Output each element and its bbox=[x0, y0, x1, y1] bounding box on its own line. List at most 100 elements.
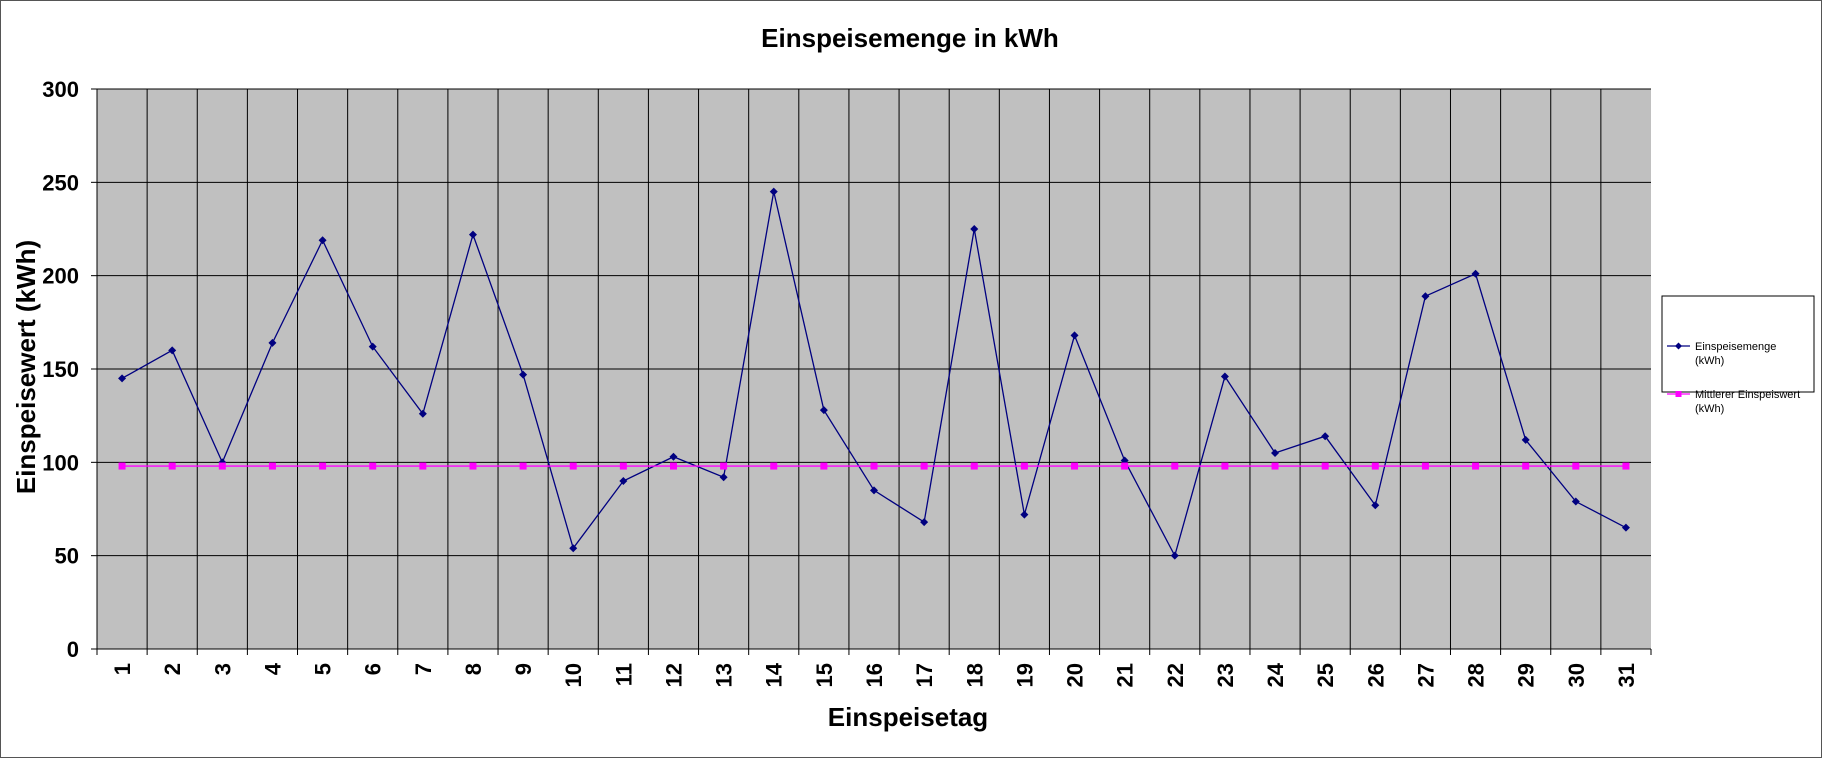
x-tick-label: 30 bbox=[1564, 663, 1589, 687]
x-tick-label: 11 bbox=[611, 663, 636, 686]
legend-box bbox=[1661, 295, 1815, 393]
data-point bbox=[970, 225, 979, 233]
data-point bbox=[1471, 269, 1480, 278]
x-tick-label: 23 bbox=[1213, 663, 1238, 687]
x-tick-label: 29 bbox=[1514, 663, 1539, 687]
legend-label: (kWh) bbox=[1695, 403, 1724, 415]
legend-label: (kWh) bbox=[1695, 355, 1724, 367]
x-tick-label: 2 bbox=[160, 663, 185, 675]
legend-marker bbox=[1675, 342, 1682, 350]
data-point bbox=[1622, 462, 1630, 470]
data-point bbox=[720, 462, 728, 470]
x-tick-label: 22 bbox=[1163, 663, 1188, 687]
x-tick-label: 17 bbox=[912, 663, 937, 687]
data-point bbox=[1521, 435, 1530, 444]
data-point bbox=[168, 346, 177, 355]
data-point bbox=[1522, 462, 1530, 470]
data-point bbox=[619, 477, 628, 485]
data-point bbox=[118, 462, 126, 470]
y-tick-label: 150 bbox=[42, 357, 79, 382]
data-point bbox=[468, 230, 477, 239]
data-point bbox=[1221, 462, 1229, 470]
x-tick-label: 19 bbox=[1012, 663, 1037, 687]
legend-label: Mittlerer Einspeiswert bbox=[1695, 389, 1800, 401]
data-point bbox=[469, 462, 477, 470]
data-point bbox=[770, 462, 778, 470]
x-tick-label: 1 bbox=[110, 663, 135, 675]
y-tick-label: 50 bbox=[55, 544, 79, 569]
data-point bbox=[1421, 292, 1430, 301]
data-point bbox=[1472, 462, 1480, 470]
x-tick-label: 16 bbox=[862, 663, 887, 687]
data-point bbox=[319, 462, 327, 470]
x-tick-label: 10 bbox=[561, 663, 586, 687]
x-tick-label: 12 bbox=[661, 663, 686, 687]
data-point bbox=[1121, 462, 1129, 470]
data-point bbox=[569, 544, 578, 553]
data-point bbox=[118, 374, 127, 383]
series-1 bbox=[118, 187, 1630, 560]
data-point bbox=[318, 236, 327, 245]
data-point bbox=[1120, 456, 1129, 465]
data-point bbox=[1421, 462, 1429, 470]
chart-title: Einspeisemenge in kWh bbox=[761, 23, 1059, 53]
data-point bbox=[669, 452, 678, 461]
data-point bbox=[870, 486, 878, 495]
x-axis-title: Einspeisetag bbox=[828, 702, 988, 732]
y-tick-label: 200 bbox=[42, 264, 79, 289]
x-tick-label: 28 bbox=[1464, 663, 1489, 687]
x-tick-label: 6 bbox=[361, 663, 386, 675]
data-point bbox=[719, 473, 728, 482]
y-tick-label: 0 bbox=[67, 637, 79, 662]
x-tick-label: 20 bbox=[1063, 663, 1088, 687]
gridlines bbox=[97, 88, 1651, 649]
legend-label: Einspeisemenge bbox=[1695, 341, 1776, 353]
data-point bbox=[418, 409, 427, 418]
data-point bbox=[218, 462, 226, 470]
y-axis-title: Einspeisewert (kWh) bbox=[11, 240, 41, 494]
data-point bbox=[1271, 462, 1279, 470]
data-point bbox=[1321, 432, 1330, 441]
data-point bbox=[369, 462, 377, 470]
data-point bbox=[368, 342, 377, 351]
x-tick-label: 4 bbox=[260, 662, 285, 675]
data-point bbox=[1571, 497, 1580, 506]
data-point bbox=[168, 462, 176, 470]
data-point bbox=[1572, 462, 1580, 470]
data-point bbox=[519, 462, 527, 470]
data-point bbox=[1271, 449, 1280, 457]
data-point bbox=[920, 462, 928, 470]
data-point bbox=[819, 406, 828, 415]
x-tick-label: 21 bbox=[1113, 663, 1138, 687]
data-point bbox=[669, 462, 677, 470]
x-tick-label: 15 bbox=[812, 663, 837, 687]
x-tick-label: 9 bbox=[511, 663, 536, 675]
data-point bbox=[820, 462, 828, 470]
data-point bbox=[268, 462, 276, 470]
data-point bbox=[920, 518, 929, 527]
x-tick-label: 27 bbox=[1413, 663, 1438, 687]
x-tick-label: 31 bbox=[1614, 663, 1639, 687]
x-tick-label: 14 bbox=[762, 662, 787, 687]
data-point bbox=[1321, 462, 1329, 470]
x-tick-labels: 1 2 3 4 5 6 7 8 9 10 11 12 13 14 15 16 17 18 19 20 21 22 23 24 2… bbox=[110, 662, 1639, 687]
data-point bbox=[1071, 462, 1079, 470]
x-tick-label: 8 bbox=[461, 663, 486, 675]
series-2 bbox=[118, 462, 1630, 470]
data-point bbox=[1020, 510, 1029, 519]
legend-marker bbox=[1675, 391, 1682, 397]
data-point bbox=[1170, 551, 1179, 560]
data-point bbox=[1371, 462, 1379, 470]
x-tick-label: 24 bbox=[1263, 662, 1288, 687]
x-tick-label: 7 bbox=[411, 663, 436, 675]
data-point bbox=[769, 187, 778, 196]
y-tick-label: 250 bbox=[42, 170, 79, 195]
series-layer bbox=[118, 187, 1630, 560]
data-point bbox=[1220, 372, 1229, 381]
axes bbox=[91, 88, 1652, 655]
data-point bbox=[419, 462, 427, 470]
data-point bbox=[970, 462, 978, 470]
x-tick-label: 5 bbox=[311, 663, 336, 675]
legend: Einspeisemenge (kWh) Mittlerer Einspeiswer… bbox=[1661, 295, 1815, 415]
